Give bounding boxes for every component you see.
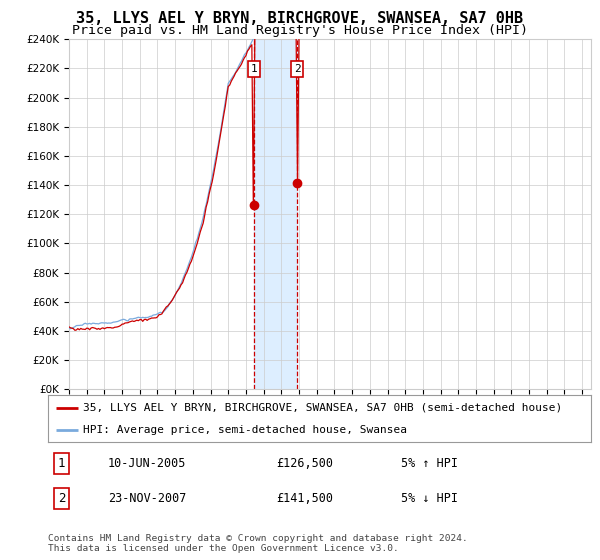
Text: 1: 1 bbox=[250, 64, 257, 74]
Text: 2: 2 bbox=[294, 64, 301, 74]
Text: Contains HM Land Registry data © Crown copyright and database right 2024.
This d: Contains HM Land Registry data © Crown c… bbox=[48, 534, 468, 553]
Text: Price paid vs. HM Land Registry's House Price Index (HPI): Price paid vs. HM Land Registry's House … bbox=[72, 24, 528, 37]
Text: £141,500: £141,500 bbox=[276, 492, 333, 505]
Text: HPI: Average price, semi-detached house, Swansea: HPI: Average price, semi-detached house,… bbox=[83, 424, 407, 435]
Text: 2: 2 bbox=[58, 492, 65, 505]
Text: 10-JUN-2005: 10-JUN-2005 bbox=[108, 457, 186, 470]
Text: 1: 1 bbox=[58, 457, 65, 470]
Bar bbox=[254, 39, 297, 389]
Text: 35, LLYS AEL Y BRYN, BIRCHGROVE, SWANSEA, SA7 0HB: 35, LLYS AEL Y BRYN, BIRCHGROVE, SWANSEA… bbox=[76, 11, 524, 26]
Text: 5% ↓ HPI: 5% ↓ HPI bbox=[401, 492, 458, 505]
Text: 23-NOV-2007: 23-NOV-2007 bbox=[108, 492, 186, 505]
Text: 5% ↑ HPI: 5% ↑ HPI bbox=[401, 457, 458, 470]
Text: £126,500: £126,500 bbox=[276, 457, 333, 470]
Text: 35, LLYS AEL Y BRYN, BIRCHGROVE, SWANSEA, SA7 0HB (semi-detached house): 35, LLYS AEL Y BRYN, BIRCHGROVE, SWANSEA… bbox=[83, 403, 563, 413]
